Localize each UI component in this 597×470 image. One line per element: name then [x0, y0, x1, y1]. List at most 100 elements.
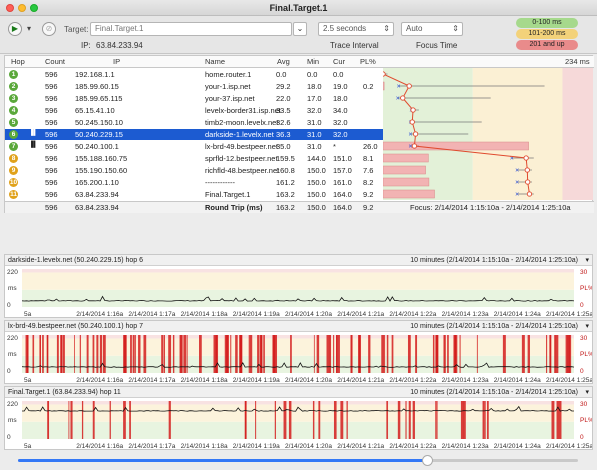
- col-avg[interactable]: Avg: [277, 57, 290, 66]
- loss-mark: [333, 401, 337, 439]
- loss-mark: [312, 401, 315, 439]
- avg-point: [524, 167, 530, 173]
- row-avg: 160.8: [276, 166, 295, 175]
- col-ip[interactable]: IP: [113, 57, 121, 66]
- hop-graph-icon[interactable]: ▐▌: [29, 142, 38, 148]
- hop-number-badge: 1: [9, 70, 18, 79]
- pl-axis-max-label: 30: [580, 269, 588, 276]
- focus-time-select[interactable]: Auto ⇕: [401, 22, 463, 36]
- loss-mark: [226, 335, 229, 373]
- table-row[interactable]: 10 596 165.200.1.10 ------------ 161.2 150.0 1…: [5, 177, 383, 188]
- hop-graph-icon[interactable]: ▐▌: [29, 130, 38, 136]
- y-axis-zero-label: 0: [7, 434, 11, 441]
- zoom-window-icon[interactable]: [30, 4, 38, 12]
- avg-point: [525, 179, 531, 185]
- row-avg: 36.3: [276, 130, 291, 139]
- play-button[interactable]: ▶: [8, 22, 22, 36]
- row-cur: 34.0: [333, 106, 348, 115]
- graph-range: 10 minutes (2/14/2014 1:15:10a - 2/14/20…: [410, 389, 578, 396]
- col-count[interactable]: Count: [45, 57, 66, 66]
- row-count: 596: [45, 190, 58, 199]
- loss-mark: [168, 335, 172, 373]
- loss-mark: [290, 335, 292, 373]
- pl-axis-zero-label: 0: [580, 302, 584, 309]
- time-tick-label: 2/14/2014 1:22a: [389, 443, 436, 450]
- loss-mark: [405, 401, 407, 439]
- timeline-slider-knob[interactable]: [421, 455, 433, 466]
- table-row[interactable]: 1 596 192.168.1.1 home.router.1 0.0 0.0 0.0: [5, 69, 383, 80]
- loss-mark: [502, 335, 506, 373]
- legend-low-label: 0-100 ms: [532, 19, 562, 26]
- y-axis-max-label: 220: [7, 401, 18, 408]
- table-row[interactable]: 6 596 50.240.229.15 darkside-1.levelx.net 36…: [5, 129, 383, 140]
- loss-mark: [275, 335, 278, 373]
- loss-mark: [283, 401, 287, 439]
- loss-mark: [186, 335, 188, 373]
- loss-mark: [245, 401, 247, 439]
- avg-point: [409, 119, 415, 125]
- graph-options-chevron-icon[interactable]: ▾: [585, 257, 589, 264]
- table-row[interactable]: 7 596 50.240.100.1 lx-brd-49.bestpeer.net 35…: [5, 141, 383, 152]
- trace-interval-select[interactable]: 2.5 seconds ⇕: [318, 22, 394, 36]
- latency-trace: [22, 405, 574, 412]
- row-pl: 8.1: [363, 154, 374, 163]
- loss-mark: [42, 335, 44, 373]
- col-name[interactable]: Name: [205, 57, 226, 66]
- stepper-icon[interactable]: ⇕: [452, 24, 459, 33]
- summary-focus: Focus: 2/14/2014 1:15:10a - 2/14/2014 1:…: [410, 203, 571, 212]
- row-ip: 50.240.229.15: [75, 130, 123, 139]
- y-axis-max-label: 220: [7, 335, 18, 342]
- play-options-chevron-icon[interactable]: ▾: [27, 24, 32, 33]
- row-avg: 161.2: [276, 178, 295, 187]
- graph-options-chevron-icon[interactable]: ▾: [585, 389, 589, 396]
- target-dropdown-button[interactable]: ⌄: [293, 22, 307, 36]
- col-pl[interactable]: PL%: [360, 57, 376, 66]
- loss-mark: [407, 335, 411, 373]
- col-hop[interactable]: Hop: [11, 57, 25, 66]
- timeline-graph[interactable]: Final.Target.1 (63.84.233.94) hop 11 10 m…: [4, 386, 593, 450]
- row-name: timb2-moon.levelx.net: [205, 118, 279, 127]
- loss-mark: [56, 335, 59, 373]
- row-name: darkside-1.levelx.net: [205, 130, 274, 139]
- hop-number-badge: 10: [9, 178, 18, 187]
- graph-options-chevron-icon[interactable]: ▾: [585, 323, 589, 330]
- col-min[interactable]: Min: [307, 57, 320, 66]
- row-cur: 19.0: [333, 82, 348, 91]
- table-row[interactable]: 11 596 63.84.233.94 Final.Target.1 163.2 150.…: [5, 189, 383, 200]
- target-value: Final.Target.1: [95, 24, 144, 33]
- packet-loss-bar: [383, 177, 430, 187]
- legend-mid-label: 101-200 ms: [528, 30, 566, 37]
- table-row[interactable]: 5 596 50.245.150.10 timb2-moon.levelx.net 32…: [5, 117, 383, 128]
- loss-mark: [386, 335, 389, 373]
- time-tick-label: 5a: [24, 377, 32, 384]
- window-title: Final.Target.1: [269, 3, 328, 13]
- row-ip: 63.84.233.94: [75, 190, 119, 199]
- col-cur[interactable]: Cur: [333, 57, 346, 66]
- close-window-icon[interactable]: [6, 4, 14, 12]
- loss-mark: [333, 335, 335, 373]
- stop-button[interactable]: ⊘: [42, 22, 56, 36]
- graph-band-0: [22, 421, 574, 439]
- table-row[interactable]: 8 596 155.188.160.75 sprfld-12.bestpeer.net…: [5, 153, 383, 164]
- table-row[interactable]: 3 596 185.99.65.115 your-37.isp.net 22.0 17.0…: [5, 93, 383, 104]
- graph-band-1: [22, 272, 574, 290]
- time-tick-label: 2/14/2014 1:19a: [233, 377, 280, 384]
- row-count: 596: [45, 118, 58, 127]
- y-axis-unit-label: ms: [8, 417, 17, 424]
- stepper-icon[interactable]: ⇕: [383, 24, 390, 33]
- minimize-window-icon[interactable]: [18, 4, 26, 12]
- table-row[interactable]: 9 596 155.190.150.60 richfld-48.bestpeer.ne…: [5, 165, 383, 176]
- hop-number-badge: 2: [9, 82, 18, 91]
- y-axis-zero-label: 0: [7, 302, 11, 309]
- graph-title: lx-brd-49.bestpeer.net (50.240.100.1) ho…: [8, 323, 144, 330]
- loss-mark: [172, 335, 175, 373]
- timeline-graph[interactable]: darkside-1.levelx.net (50.240.229.15) ho…: [4, 254, 593, 318]
- timeline-slider[interactable]: [18, 455, 578, 466]
- table-row[interactable]: 2 596 185.99.60.15 your-1.isp.net 29.2 18.0 19…: [5, 81, 383, 92]
- graph-band-2: [22, 335, 574, 339]
- loss-mark: [484, 401, 486, 439]
- target-input[interactable]: Final.Target.1: [90, 22, 292, 36]
- table-row[interactable]: 4 596 65.15.41.10 levelx-border31.isp.net 33…: [5, 105, 383, 116]
- loss-mark: [255, 401, 257, 439]
- timeline-graph[interactable]: lx-brd-49.bestpeer.net (50.240.100.1) ho…: [4, 320, 593, 384]
